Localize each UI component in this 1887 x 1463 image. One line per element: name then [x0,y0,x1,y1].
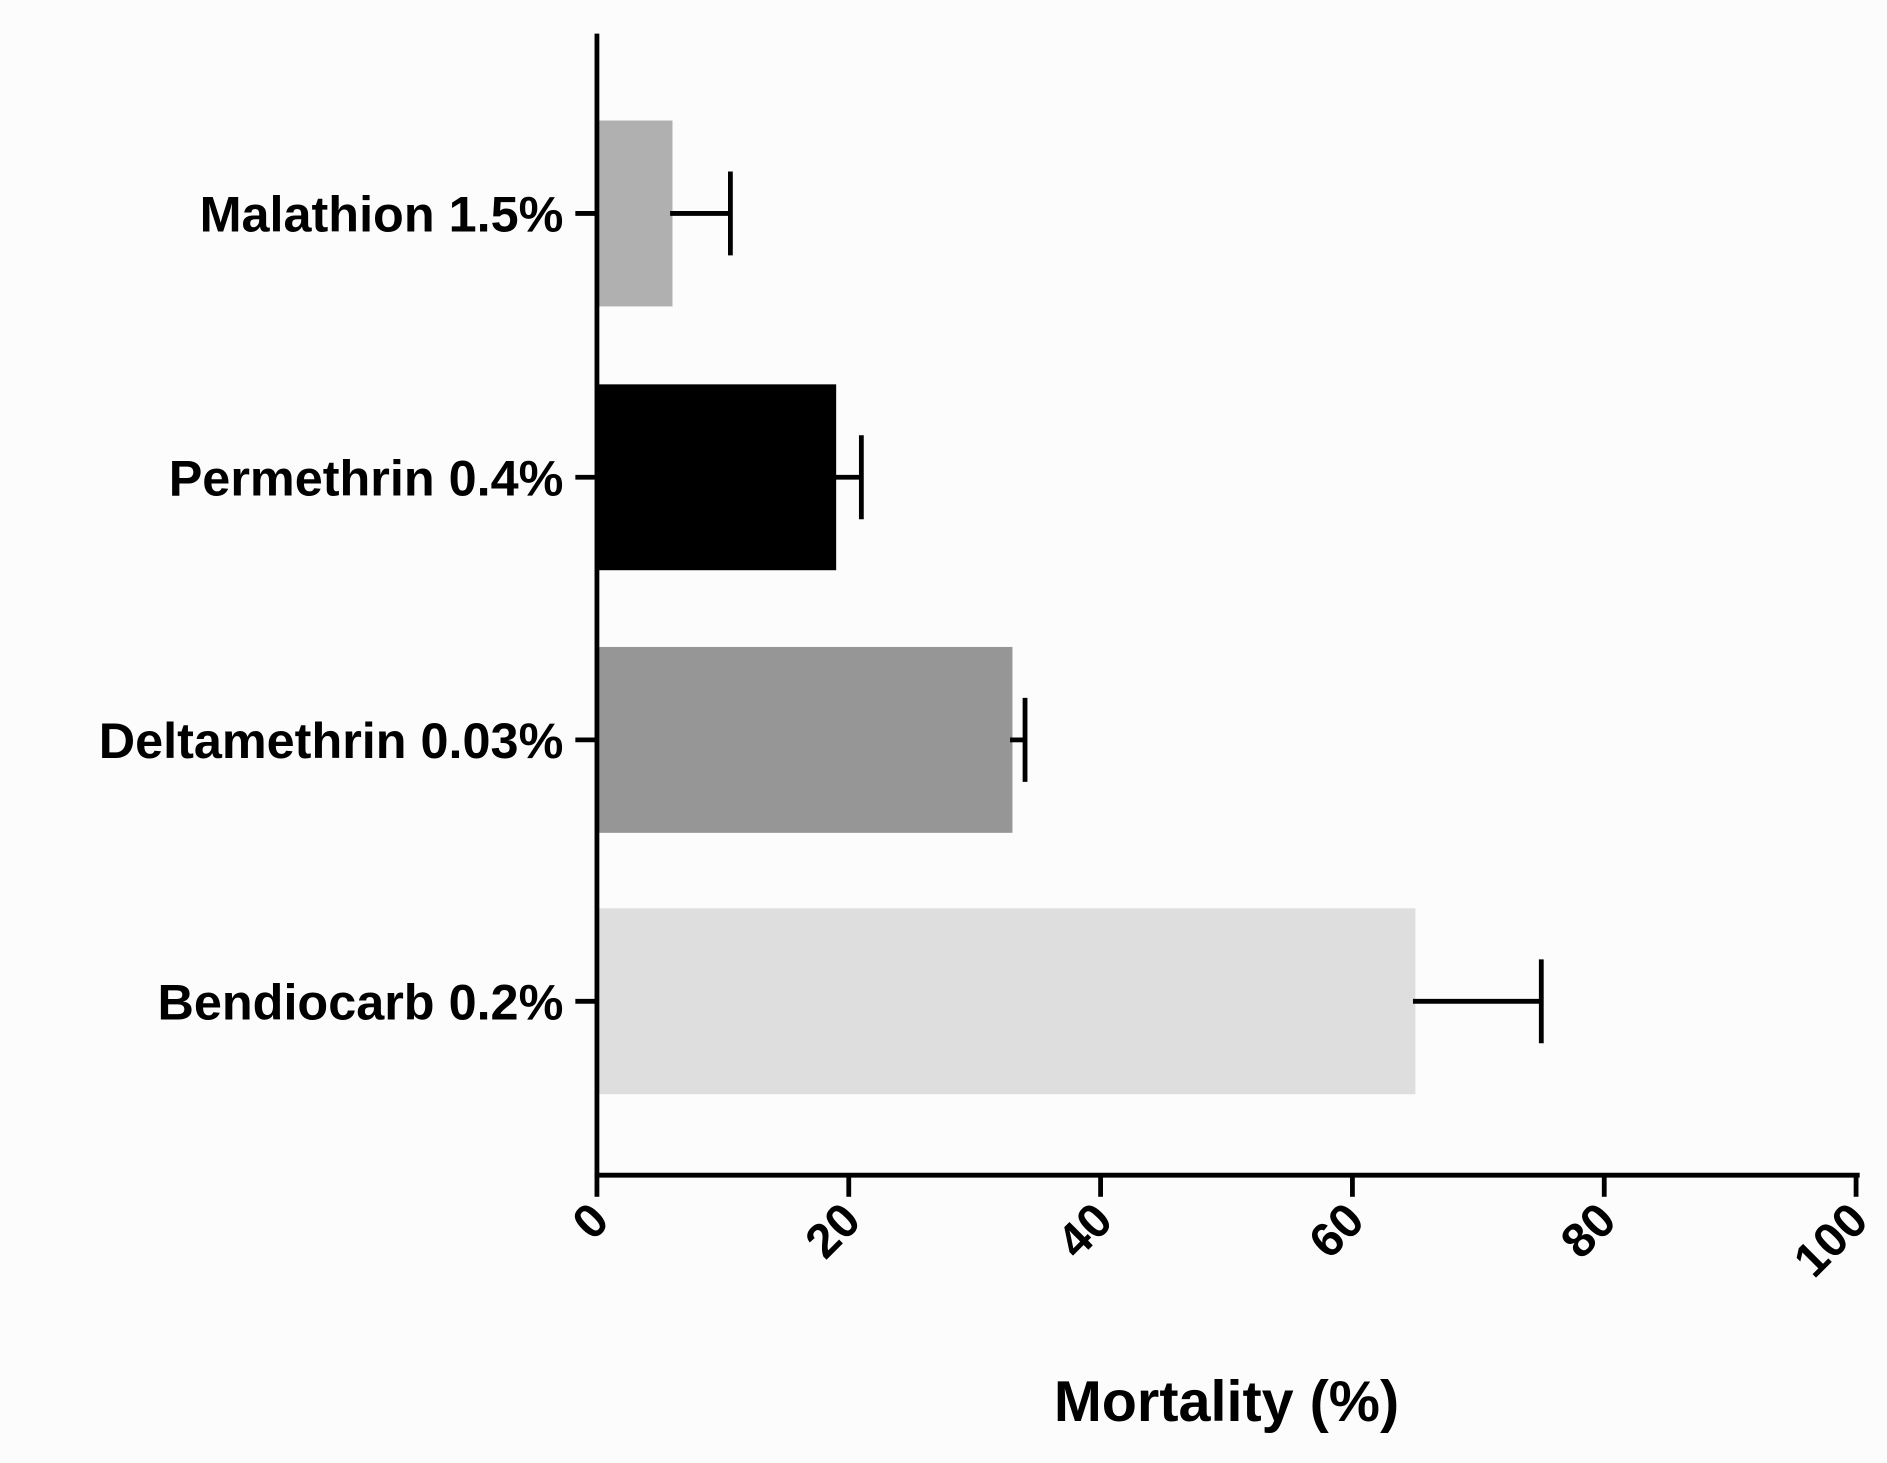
x-tick-label: 100 [1784,1193,1878,1287]
bar [596,646,1013,833]
category-label: Deltamethrin 0.03% [99,712,564,769]
x-tick-label: 40 [1048,1193,1123,1268]
category-label: Bendiocarb 0.2% [158,973,564,1030]
bar [596,384,837,571]
x-axis-title: Mortality (%) [1054,1370,1399,1434]
x-tick-label: 60 [1299,1193,1374,1268]
x-tick-label: 80 [1551,1193,1626,1268]
bar [596,120,673,307]
x-tick-label: 20 [796,1193,871,1268]
x-tick-label: 0 [563,1193,619,1249]
category-label: Malathion 1.5% [200,185,564,242]
category-label: Permethrin 0.4% [169,449,564,506]
bar [596,908,1416,1095]
